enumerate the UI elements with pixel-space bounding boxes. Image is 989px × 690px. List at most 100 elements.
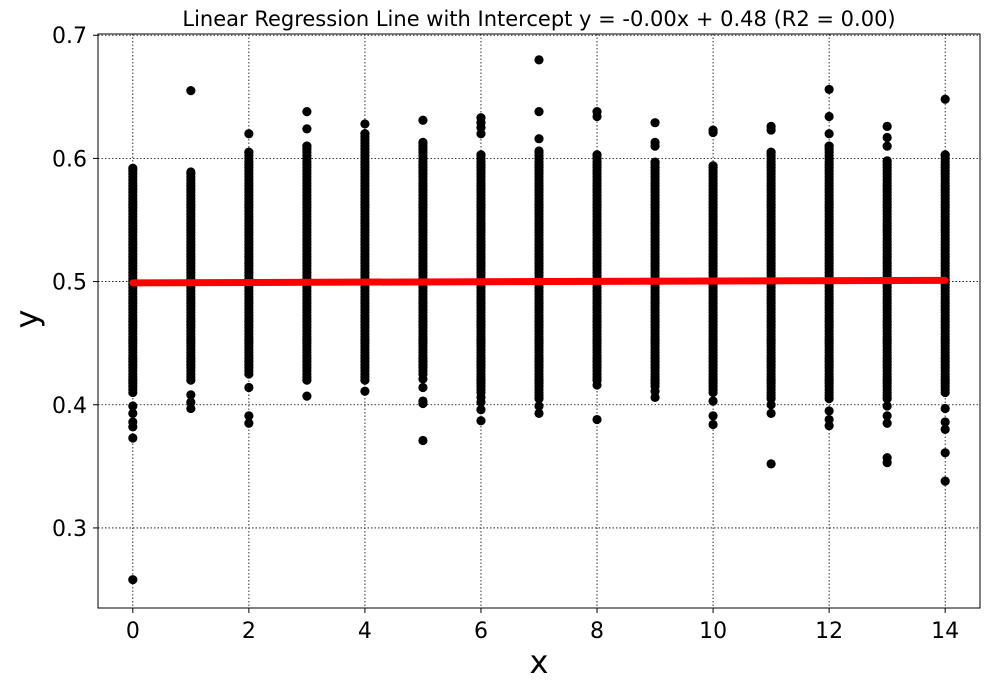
data-point: [360, 386, 370, 396]
data-point: [418, 398, 428, 409]
data-point: [418, 115, 428, 125]
data-point: [476, 113, 486, 123]
y-tick-label: 0.5: [52, 271, 87, 296]
data-point: [186, 167, 196, 177]
data-point: [940, 448, 950, 458]
data-point: [128, 575, 138, 585]
regression-line-group: [129, 276, 949, 287]
data-point: [360, 119, 370, 129]
data-point: [882, 418, 892, 428]
data-point: [708, 125, 718, 135]
data-point: [418, 137, 428, 147]
data-point: [244, 382, 254, 393]
y-axis-label: y: [8, 310, 46, 329]
data-point: [128, 408, 138, 418]
data-point: [650, 137, 660, 147]
x-tick-label: 12: [815, 619, 843, 644]
data-point: [940, 417, 950, 427]
data-point: [708, 161, 718, 171]
data-point: [766, 147, 776, 157]
data-point: [882, 411, 892, 421]
y-tick-label: 0.3: [52, 517, 87, 542]
data-point: [824, 141, 834, 151]
data-point: [244, 418, 254, 428]
data-point: [476, 416, 486, 426]
chart-title: Linear Regression Line with Intercept y …: [182, 7, 895, 31]
data-point: [244, 411, 254, 421]
data-point: [418, 435, 428, 446]
x-tick-label: 10: [699, 619, 727, 644]
data-point: [302, 124, 312, 134]
data-point: [592, 107, 602, 117]
data-point: [824, 421, 834, 431]
data-point: [766, 400, 776, 410]
data-points: [128, 55, 950, 585]
data-point: [592, 150, 602, 160]
data-point: [128, 433, 138, 443]
data-point: [824, 111, 834, 122]
data-point: [882, 132, 892, 143]
data-point: [708, 396, 718, 406]
data-point: [186, 86, 196, 96]
data-point: [360, 129, 370, 139]
x-tick-label: 8: [590, 619, 604, 644]
data-point: [766, 408, 776, 418]
y-tick-label: 0.7: [52, 24, 87, 49]
data-point: [476, 150, 486, 160]
x-tick-label: 6: [474, 619, 488, 644]
data-point: [592, 380, 602, 390]
regression-line: [129, 276, 949, 287]
data-point: [186, 403, 196, 414]
data-point: [824, 406, 834, 416]
data-point: [824, 84, 834, 95]
data-point: [244, 129, 254, 139]
data-point: [650, 157, 660, 167]
data-point: [128, 422, 138, 432]
y-tick-label: 0.6: [52, 147, 87, 172]
data-point: [534, 146, 544, 156]
data-point: [534, 408, 544, 418]
y-axis-ticks: 0.3 0.4 0.5 0.6 0.7: [52, 24, 98, 542]
data-point: [882, 141, 892, 151]
data-point: [418, 374, 428, 384]
data-point: [302, 141, 312, 151]
x-tick-label: 2: [242, 619, 256, 644]
data-point: [940, 476, 950, 486]
data-point: [882, 458, 892, 468]
data-point: [302, 391, 312, 401]
data-point: [244, 147, 254, 157]
data-point: [650, 118, 660, 128]
x-tick-label: 4: [358, 619, 372, 644]
data-point: [534, 55, 544, 65]
data-point: [940, 94, 950, 104]
data-point: [940, 424, 950, 434]
data-point: [186, 390, 196, 400]
plot-frame: [97, 33, 981, 609]
data-point: [708, 411, 718, 421]
data-point: [476, 405, 486, 415]
data-point: [534, 134, 544, 144]
data-point: [882, 401, 892, 411]
x-axis-ticks: 0 2 4 6 8 10 12 14: [126, 608, 959, 644]
data-point: [418, 382, 428, 393]
x-tick-label: 14: [931, 619, 959, 644]
data-point: [882, 156, 892, 166]
data-point: [882, 121, 892, 131]
y-tick-label: 0.4: [52, 394, 87, 419]
data-point: [766, 459, 776, 469]
data-point: [940, 403, 950, 414]
data-point: [650, 392, 660, 402]
data-point: [128, 163, 138, 173]
data-point: [128, 401, 138, 411]
data-point: [476, 397, 486, 407]
data-point: [302, 107, 312, 117]
data-point: [824, 129, 834, 139]
data-point: [592, 414, 602, 425]
data-point: [766, 121, 776, 131]
x-axis-label: x: [530, 643, 549, 681]
data-point: [708, 419, 718, 430]
x-tick-label: 0: [126, 619, 140, 644]
data-point: [940, 150, 950, 160]
data-point: [534, 107, 544, 117]
